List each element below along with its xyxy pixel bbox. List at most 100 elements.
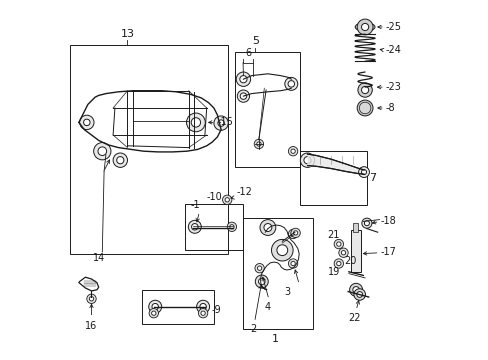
Text: 21: 21 bbox=[326, 230, 339, 240]
Text: -1: -1 bbox=[190, 199, 200, 210]
Circle shape bbox=[117, 157, 123, 164]
Circle shape bbox=[227, 222, 236, 231]
Circle shape bbox=[271, 239, 292, 261]
Circle shape bbox=[287, 81, 294, 87]
Circle shape bbox=[89, 297, 94, 301]
Circle shape bbox=[359, 102, 370, 114]
Circle shape bbox=[303, 157, 310, 164]
Circle shape bbox=[186, 113, 205, 132]
Circle shape bbox=[336, 261, 340, 266]
Text: -15: -15 bbox=[217, 117, 233, 127]
Text: -25: -25 bbox=[385, 22, 401, 32]
Circle shape bbox=[152, 303, 158, 310]
Text: 4: 4 bbox=[264, 302, 270, 312]
Circle shape bbox=[364, 221, 368, 226]
Text: 5: 5 bbox=[251, 36, 258, 46]
Circle shape bbox=[87, 294, 96, 303]
Text: -18: -18 bbox=[380, 216, 395, 226]
Circle shape bbox=[361, 218, 371, 228]
Bar bbox=[70, 45, 228, 254]
Circle shape bbox=[290, 149, 295, 153]
Circle shape bbox=[333, 239, 343, 249]
Text: 6: 6 bbox=[244, 48, 251, 58]
Circle shape bbox=[83, 119, 90, 126]
Circle shape bbox=[237, 90, 249, 102]
Circle shape bbox=[357, 83, 371, 97]
Circle shape bbox=[240, 93, 246, 99]
Circle shape bbox=[290, 261, 295, 266]
Text: 1: 1 bbox=[271, 334, 278, 344]
Circle shape bbox=[196, 300, 209, 313]
Circle shape bbox=[293, 231, 297, 235]
Text: 16: 16 bbox=[85, 321, 98, 331]
Circle shape bbox=[361, 23, 368, 31]
Circle shape bbox=[264, 224, 271, 231]
Circle shape bbox=[290, 232, 295, 236]
Bar bbox=[142, 290, 213, 324]
Circle shape bbox=[290, 228, 300, 238]
Text: 3: 3 bbox=[284, 287, 290, 297]
Circle shape bbox=[198, 309, 207, 318]
Circle shape bbox=[201, 311, 205, 315]
Circle shape bbox=[239, 76, 246, 83]
Circle shape bbox=[191, 118, 200, 127]
Circle shape bbox=[361, 86, 368, 94]
Circle shape bbox=[256, 142, 261, 146]
Text: -17: -17 bbox=[380, 247, 396, 257]
Text: 2: 2 bbox=[249, 324, 256, 334]
Bar bbox=[235, 52, 300, 167]
Circle shape bbox=[191, 224, 198, 230]
Ellipse shape bbox=[354, 23, 374, 31]
Circle shape bbox=[341, 251, 345, 255]
Circle shape bbox=[288, 147, 297, 156]
Circle shape bbox=[254, 139, 263, 149]
Text: 13: 13 bbox=[120, 29, 134, 39]
Bar bbox=[185, 204, 242, 250]
Circle shape bbox=[288, 259, 297, 268]
Circle shape bbox=[149, 309, 158, 318]
Circle shape bbox=[80, 115, 94, 130]
Text: 20: 20 bbox=[344, 256, 356, 266]
Circle shape bbox=[356, 19, 372, 35]
Circle shape bbox=[255, 275, 268, 288]
Circle shape bbox=[361, 170, 366, 175]
Circle shape bbox=[284, 77, 297, 90]
Circle shape bbox=[254, 264, 264, 273]
Circle shape bbox=[218, 120, 224, 126]
Text: 7: 7 bbox=[368, 173, 375, 183]
Text: -9: -9 bbox=[211, 305, 221, 315]
Circle shape bbox=[236, 72, 250, 86]
Circle shape bbox=[356, 292, 362, 297]
Circle shape bbox=[113, 153, 127, 167]
Circle shape bbox=[94, 143, 111, 160]
Text: -24: -24 bbox=[385, 45, 401, 55]
Circle shape bbox=[98, 147, 106, 156]
Text: -8: -8 bbox=[385, 103, 395, 113]
Circle shape bbox=[213, 116, 228, 130]
Circle shape bbox=[333, 259, 343, 268]
Circle shape bbox=[349, 283, 362, 296]
Circle shape bbox=[151, 311, 156, 315]
Text: 22: 22 bbox=[347, 313, 360, 323]
Circle shape bbox=[200, 303, 206, 310]
Circle shape bbox=[358, 167, 368, 177]
Text: 14: 14 bbox=[93, 253, 105, 263]
Text: -10: -10 bbox=[205, 192, 222, 202]
Circle shape bbox=[336, 242, 340, 246]
Circle shape bbox=[258, 278, 264, 285]
Circle shape bbox=[276, 245, 287, 256]
Bar bbox=[300, 151, 366, 205]
Circle shape bbox=[148, 300, 162, 313]
Circle shape bbox=[229, 225, 234, 229]
Circle shape bbox=[356, 100, 372, 116]
Circle shape bbox=[338, 248, 347, 257]
Bar bbox=[242, 218, 312, 329]
Circle shape bbox=[260, 220, 275, 235]
Text: -23: -23 bbox=[385, 82, 401, 92]
Bar bbox=[350, 230, 360, 272]
Circle shape bbox=[300, 153, 314, 167]
Circle shape bbox=[257, 266, 261, 270]
Circle shape bbox=[361, 104, 368, 112]
Circle shape bbox=[188, 220, 201, 233]
Circle shape bbox=[352, 287, 359, 293]
